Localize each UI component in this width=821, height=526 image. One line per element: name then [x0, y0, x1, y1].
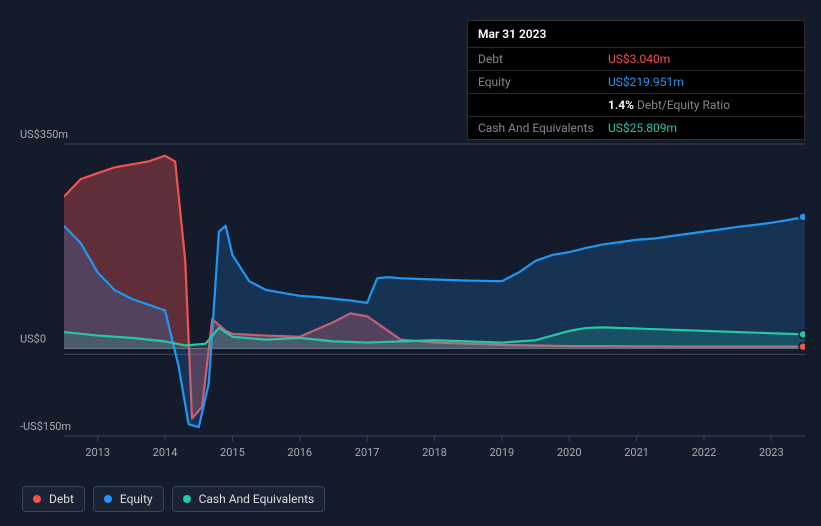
chart-container: US$350m US$0 -US$150m 2013 2014 2015 2016 2017 2… [16, 120, 805, 468]
tooltip-row: DebtUS$3.040m [468, 48, 804, 71]
tooltip-label: Debt [478, 52, 608, 66]
svg-text:2023: 2023 [759, 446, 784, 459]
svg-text:-US$150m: -US$150m [20, 420, 71, 433]
tooltip-row: Cash And EquivalentsUS$25.809m [468, 117, 804, 139]
legend-item-cash-and-equivalents[interactable]: Cash And Equivalents [172, 486, 326, 512]
svg-text:US$0: US$0 [20, 332, 46, 345]
svg-text:2019: 2019 [489, 446, 514, 459]
svg-text:2020: 2020 [557, 446, 582, 459]
legend-label: Equity [120, 492, 153, 506]
chart-tooltip: Mar 31 2023 DebtUS$3.040mEquityUS$219.95… [467, 20, 805, 140]
tooltip-label: Equity [478, 75, 608, 89]
svg-text:2017: 2017 [355, 446, 380, 459]
tooltip-row: 1.4% Debt/Equity Ratio [468, 94, 804, 117]
tooltip-date: Mar 31 2023 [468, 21, 804, 48]
legend-label: Debt [49, 492, 74, 506]
svg-text:US$350m: US$350m [20, 128, 68, 141]
tooltip-value: US$219.951m [608, 75, 794, 89]
legend-item-equity[interactable]: Equity [93, 486, 164, 512]
legend-dot [104, 495, 112, 503]
svg-text:2014: 2014 [153, 446, 178, 459]
chart-legend: Debt Equity Cash And Equivalents [22, 486, 325, 512]
tooltip-value: US$25.809m [608, 121, 794, 135]
svg-text:2015: 2015 [220, 446, 245, 459]
legend-label: Cash And Equivalents [199, 492, 315, 506]
tooltip-row: EquityUS$219.951m [468, 71, 804, 94]
svg-text:2013: 2013 [85, 446, 110, 459]
svg-text:2021: 2021 [624, 446, 649, 459]
legend-item-debt[interactable]: Debt [22, 486, 85, 512]
tooltip-value: 1.4% Debt/Equity Ratio [608, 98, 794, 112]
svg-text:2022: 2022 [692, 446, 717, 459]
legend-dot [33, 495, 41, 503]
svg-text:2018: 2018 [422, 446, 447, 459]
financial-chart[interactable]: US$350m US$0 -US$150m 2013 2014 2015 2016 2017 2… [16, 120, 805, 468]
svg-text:2016: 2016 [287, 446, 312, 459]
legend-dot [183, 495, 191, 503]
tooltip-label: Cash And Equivalents [478, 121, 608, 135]
tooltip-value: US$3.040m [608, 52, 794, 66]
tooltip-label [478, 98, 608, 112]
